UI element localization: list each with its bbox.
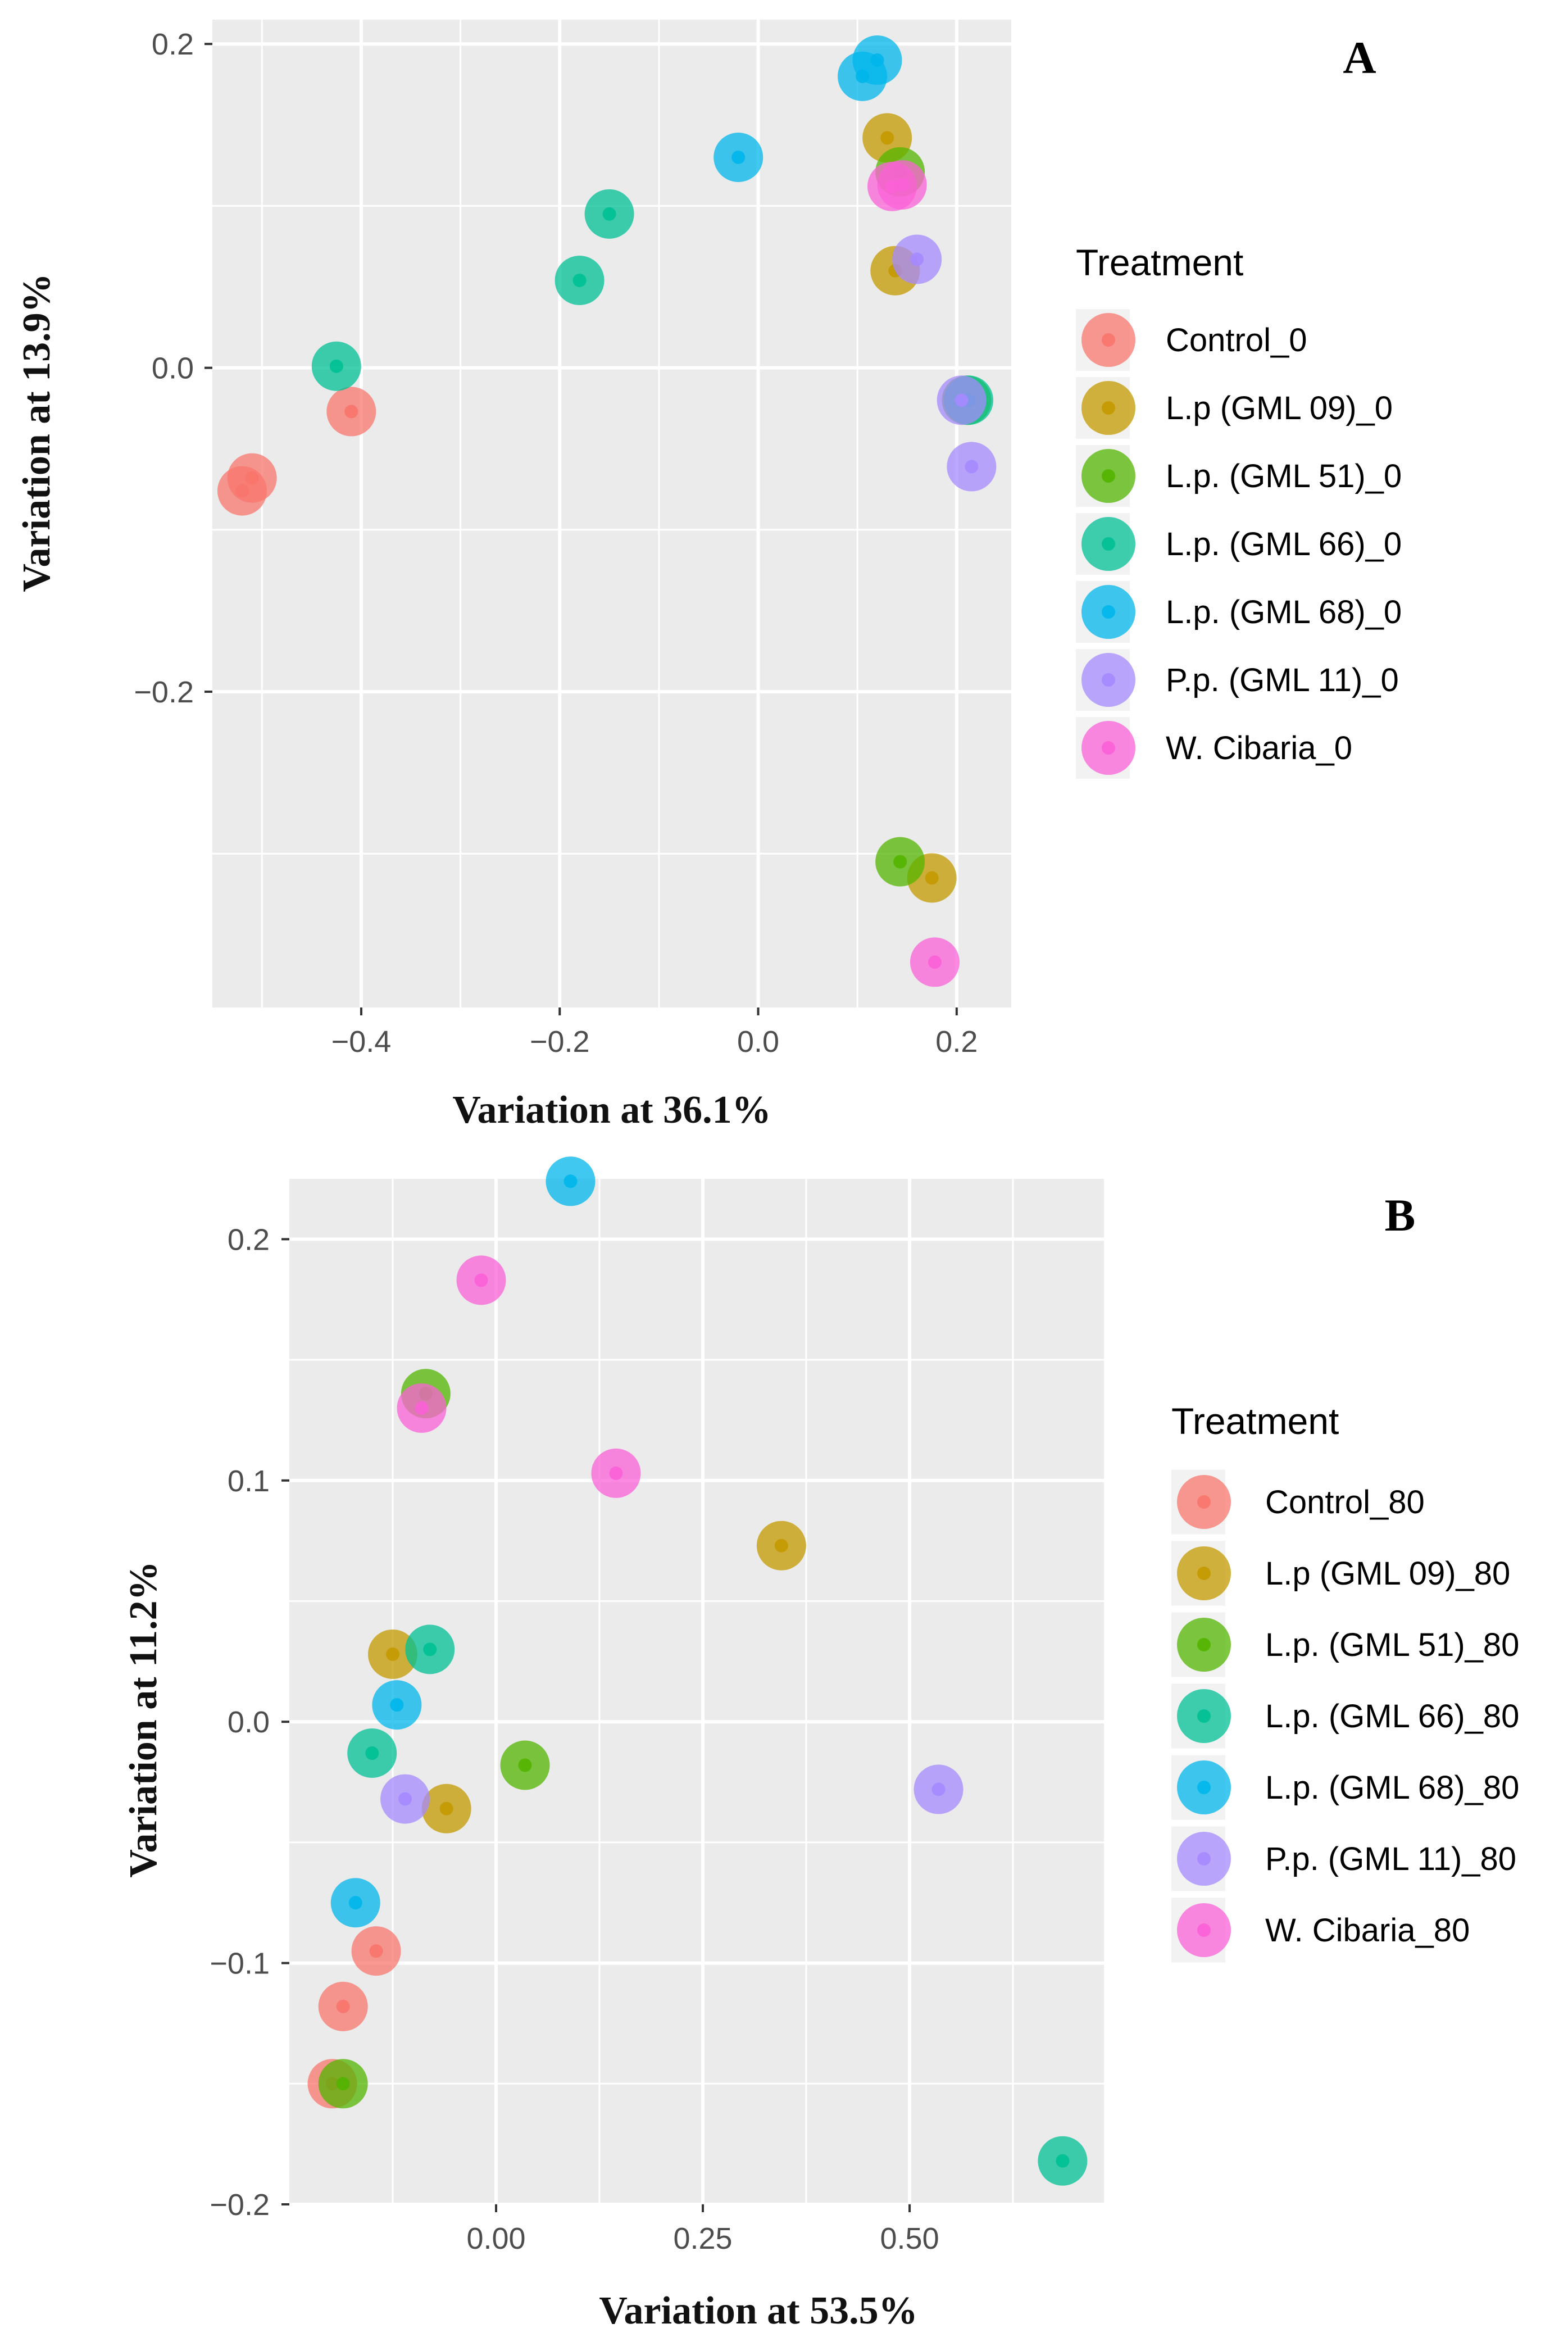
- data-point-center-b-series-6: [609, 1466, 623, 1480]
- panel-a-label: A: [1343, 32, 1376, 83]
- legend-key-center: [1102, 469, 1115, 483]
- legend-entry-label: L.p. (GML 68)_80: [1265, 1769, 1519, 1806]
- data-point-center-b-series-4: [390, 1698, 404, 1712]
- data-point-center-b-series-3: [365, 1746, 379, 1760]
- panel-b-plot-background: [289, 1179, 1104, 2204]
- legend-key-center: [1197, 1638, 1211, 1651]
- data-point-center-b-series-1: [774, 1538, 788, 1553]
- x-tick-label: −0.2: [530, 1025, 590, 1059]
- panel-a-x-tick-labels: −0.4 −0.2 0.0 0.2: [331, 1007, 978, 1059]
- panel-b-y-tick-labels: −0.2 −0.1 0.0 0.1 0.2: [210, 1223, 289, 2222]
- data-point-center-a-series-4: [731, 150, 746, 164]
- data-point-center-b-series-2: [336, 2077, 350, 2091]
- x-tick-label: 0.0: [737, 1025, 779, 1059]
- data-point-center-a-series-2: [893, 855, 907, 869]
- data-point-center-a-series-0: [344, 405, 358, 419]
- legend-entry-label: W. Cibaria_0: [1166, 730, 1352, 766]
- legend-entry-label: P.p. (GML 11)_80: [1265, 1841, 1516, 1877]
- legend-key-center: [1102, 537, 1115, 551]
- data-point-center-a-series-3: [602, 207, 616, 221]
- panel-b-points: [307, 1156, 1088, 2186]
- y-tick-label: 0.2: [152, 28, 194, 61]
- data-point-center-b-series-6: [474, 1273, 488, 1287]
- legend-key-center: [1197, 1852, 1211, 1866]
- legend-entry-label: W. Cibaria_80: [1265, 1912, 1470, 1949]
- data-point-center-a-series-1: [925, 871, 939, 885]
- panel-a-legend: Treatment Control_0 L.p (GML 09)_0 L.p. (GM…: [1076, 242, 1402, 779]
- data-point-center-b-series-0: [336, 1999, 350, 2013]
- data-point-center-a-series-3: [572, 273, 587, 287]
- data-point-center-b-series-6: [415, 1401, 429, 1415]
- x-tick-label: 0.25: [673, 2222, 732, 2255]
- panel-a-x-axis-title: Variation at 36.1%: [452, 1088, 771, 1132]
- panel-b-y-axis-title: Variation at 11.2%: [122, 1561, 165, 1877]
- legend-entry-label: L.p. (GML 51)_0: [1166, 458, 1402, 494]
- legend-entry-label: Control_80: [1265, 1484, 1425, 1521]
- panel-a-y-tick-labels: −0.2 0.0 0.2: [134, 28, 212, 709]
- y-tick-label: −0.1: [210, 1947, 270, 1981]
- legend-entry-label: P.p. (GML 11)_0: [1166, 662, 1399, 698]
- data-point-center-b-series-4: [348, 1896, 362, 1910]
- legend-key-center: [1102, 401, 1115, 415]
- panel-a: −0.4 −0.2 0.0 0.2 −0.2 0.0 0.2 Variation at 3…: [15, 20, 1402, 1132]
- legend-key-center: [1197, 1709, 1211, 1723]
- legend-key-center: [1197, 1781, 1211, 1794]
- x-tick-label: 0.50: [880, 2222, 939, 2255]
- panel-b-legend: Treatment Control_80 L.p (GML 09)_80 L.p. (…: [1171, 1400, 1519, 1963]
- y-tick-label: 0.0: [152, 352, 194, 385]
- legend-entry-label: L.p. (GML 51)_80: [1265, 1627, 1519, 1663]
- data-point-center-b-series-3: [423, 1642, 437, 1656]
- data-point-center-a-series-6: [928, 955, 942, 969]
- data-point-center-a-series-0: [245, 471, 259, 485]
- data-point-center-a-series-3: [329, 359, 343, 373]
- y-tick-label: −0.2: [134, 675, 194, 709]
- data-point-center-b-series-2: [518, 1758, 532, 1772]
- data-point-center-b-series-0: [369, 1944, 383, 1958]
- legend-entry-label: L.p. (GML 66)_80: [1265, 1698, 1519, 1735]
- panel-b-label: B: [1385, 1190, 1416, 1241]
- legend-key-center: [1102, 333, 1115, 347]
- legend-key-center: [1197, 1923, 1211, 1937]
- data-point-center-a-series-5: [965, 460, 979, 474]
- legend-title: Treatment: [1076, 242, 1243, 283]
- data-point-center-a-series-4: [856, 69, 870, 83]
- legend-entry-label: L.p. (GML 66)_0: [1166, 526, 1402, 562]
- data-point-center-b-series-5: [398, 1792, 412, 1806]
- data-point-center-a-series-5: [910, 252, 924, 266]
- legend-entry-label: L.p. (GML 68)_0: [1166, 594, 1402, 630]
- panel-b-x-tick-labels: 0.00 0.25 0.50: [466, 2204, 939, 2255]
- data-point-center-a-series-1: [880, 131, 894, 145]
- legend-title: Treatment: [1171, 1400, 1339, 1442]
- x-tick-label: 0.00: [466, 2222, 525, 2255]
- data-point-center-b-series-1: [386, 1647, 400, 1661]
- panel-a-points: [217, 35, 997, 987]
- x-tick-label: 0.2: [935, 1025, 978, 1059]
- x-tick-label: −0.4: [331, 1025, 392, 1059]
- legend-key-center: [1197, 1495, 1211, 1509]
- y-tick-label: 0.2: [228, 1223, 270, 1256]
- panel-a-y-axis-title: Variation at 13.9%: [15, 273, 58, 592]
- panel-b-x-axis-title: Variation at 53.5%: [599, 2289, 917, 2332]
- legend-key-center: [1197, 1567, 1211, 1580]
- data-point-center-b-series-4: [563, 1174, 578, 1188]
- panel-b: 0.00 0.25 0.50 −0.2 −0.1 0.0 0.1 0.2 Variation…: [122, 1156, 1519, 2332]
- data-point-center-b-series-5: [931, 1782, 946, 1796]
- legend-entry-label: L.p (GML 09)_80: [1265, 1555, 1510, 1592]
- data-point-center-b-series-1: [439, 1801, 453, 1816]
- panel-b-gridlines: [289, 1179, 1104, 2206]
- legend-key-center: [1102, 673, 1115, 687]
- y-tick-label: 0.1: [228, 1464, 270, 1498]
- data-point-center-b-series-3: [1056, 2154, 1070, 2168]
- y-tick-label: 0.0: [228, 1705, 270, 1739]
- legend-key-center: [1102, 605, 1115, 619]
- y-tick-label: −0.2: [210, 2188, 270, 2222]
- legend-key-center: [1102, 741, 1115, 755]
- legend-entry-label: Control_0: [1166, 322, 1307, 358]
- data-point-center-a-series-6: [895, 178, 909, 192]
- panel-a-gridlines: [212, 20, 1011, 1007]
- legend-entry-label: L.p (GML 09)_0: [1166, 390, 1393, 426]
- data-point-center-a-series-5: [955, 393, 969, 407]
